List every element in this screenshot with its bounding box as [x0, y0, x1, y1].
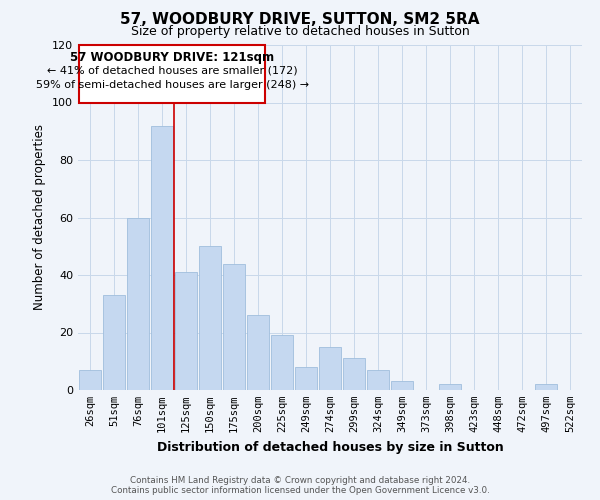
Text: Size of property relative to detached houses in Sutton: Size of property relative to detached ho…	[131, 25, 469, 38]
Text: 59% of semi-detached houses are larger (248) →: 59% of semi-detached houses are larger (…	[35, 80, 309, 90]
Text: 57, WOODBURY DRIVE, SUTTON, SM2 5RA: 57, WOODBURY DRIVE, SUTTON, SM2 5RA	[120, 12, 480, 28]
Text: Contains public sector information licensed under the Open Government Licence v3: Contains public sector information licen…	[110, 486, 490, 495]
Y-axis label: Number of detached properties: Number of detached properties	[34, 124, 46, 310]
Bar	[271, 336, 293, 390]
Bar	[199, 246, 221, 390]
Bar	[319, 347, 341, 390]
X-axis label: Distribution of detached houses by size in Sutton: Distribution of detached houses by size …	[157, 440, 503, 454]
Bar	[439, 384, 461, 390]
Bar	[79, 45, 265, 102]
Bar	[103, 295, 125, 390]
Text: ← 41% of detached houses are smaller (172): ← 41% of detached houses are smaller (17…	[47, 65, 298, 75]
Text: Contains HM Land Registry data © Crown copyright and database right 2024.: Contains HM Land Registry data © Crown c…	[130, 476, 470, 485]
Bar	[343, 358, 365, 390]
Bar	[223, 264, 245, 390]
Bar	[367, 370, 389, 390]
Bar	[535, 384, 557, 390]
Bar	[247, 316, 269, 390]
Text: 57 WOODBURY DRIVE: 121sqm: 57 WOODBURY DRIVE: 121sqm	[70, 51, 274, 64]
Bar	[295, 367, 317, 390]
Bar	[127, 218, 149, 390]
Bar	[391, 382, 413, 390]
Bar	[151, 126, 173, 390]
Bar	[175, 272, 197, 390]
Bar	[79, 370, 101, 390]
